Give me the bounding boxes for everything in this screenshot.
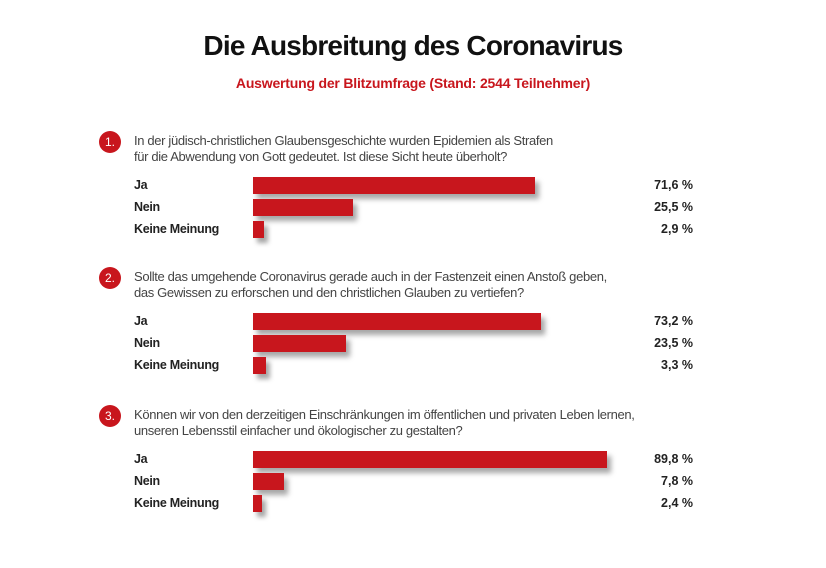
question-number-badge: 3. (99, 405, 121, 427)
question-text-line: Sollte das umgehende Coronavirus gerade … (134, 269, 607, 284)
answer-value-label: 7,8 % (661, 474, 693, 488)
answer-bar (253, 357, 266, 374)
answer-bar (253, 221, 265, 238)
chart-subtitle: Auswertung der Blitzumfrage (Stand: 2544… (235, 75, 591, 91)
question-text-line: für die Abwendung von Gott gedeutet. Ist… (134, 149, 507, 164)
answer-value-label: 2,4 % (661, 496, 693, 510)
answer-value-label: 71,6 % (654, 178, 693, 192)
question-text-line: Können wir von den derzeitigen Einschrän… (134, 407, 635, 422)
answer-label: Keine Meinung (134, 222, 219, 236)
answer-label: Ja (134, 452, 148, 466)
question-text-line: das Gewissen zu erforschen und den chris… (134, 285, 524, 300)
answer-label: Nein (134, 336, 160, 350)
question-number-badge: 1. (99, 131, 121, 153)
answer-label: Nein (134, 200, 160, 214)
answer-label: Keine Meinung (134, 358, 219, 372)
answer-value-label: 2,9 % (661, 222, 693, 236)
question-text-line: In der jüdisch-christlichen Glaubensgesc… (134, 133, 553, 148)
answer-value-label: 89,8 % (654, 452, 693, 466)
answer-label: Keine Meinung (134, 496, 219, 510)
answer-bar (253, 199, 354, 216)
answer-label: Nein (134, 474, 160, 488)
answer-bar (253, 473, 284, 490)
answer-bar (253, 177, 536, 194)
answer-value-label: 3,3 % (661, 358, 693, 372)
answer-value-label: 25,5 % (654, 200, 693, 214)
question-number-badge: 2. (99, 267, 121, 289)
answer-value-label: 73,2 % (654, 314, 693, 328)
answer-bar (253, 451, 607, 468)
answer-label: Ja (134, 314, 148, 328)
answer-value-label: 23,5 % (654, 336, 693, 350)
question-text-line: unseren Lebensstil einfacher und ökologi… (134, 423, 463, 438)
answer-label: Ja (134, 178, 148, 192)
answer-bar (253, 495, 263, 512)
answer-bar (253, 335, 346, 352)
chart-title: Die Ausbreitung des Coronavirus (203, 30, 623, 61)
answer-bar (253, 313, 542, 330)
